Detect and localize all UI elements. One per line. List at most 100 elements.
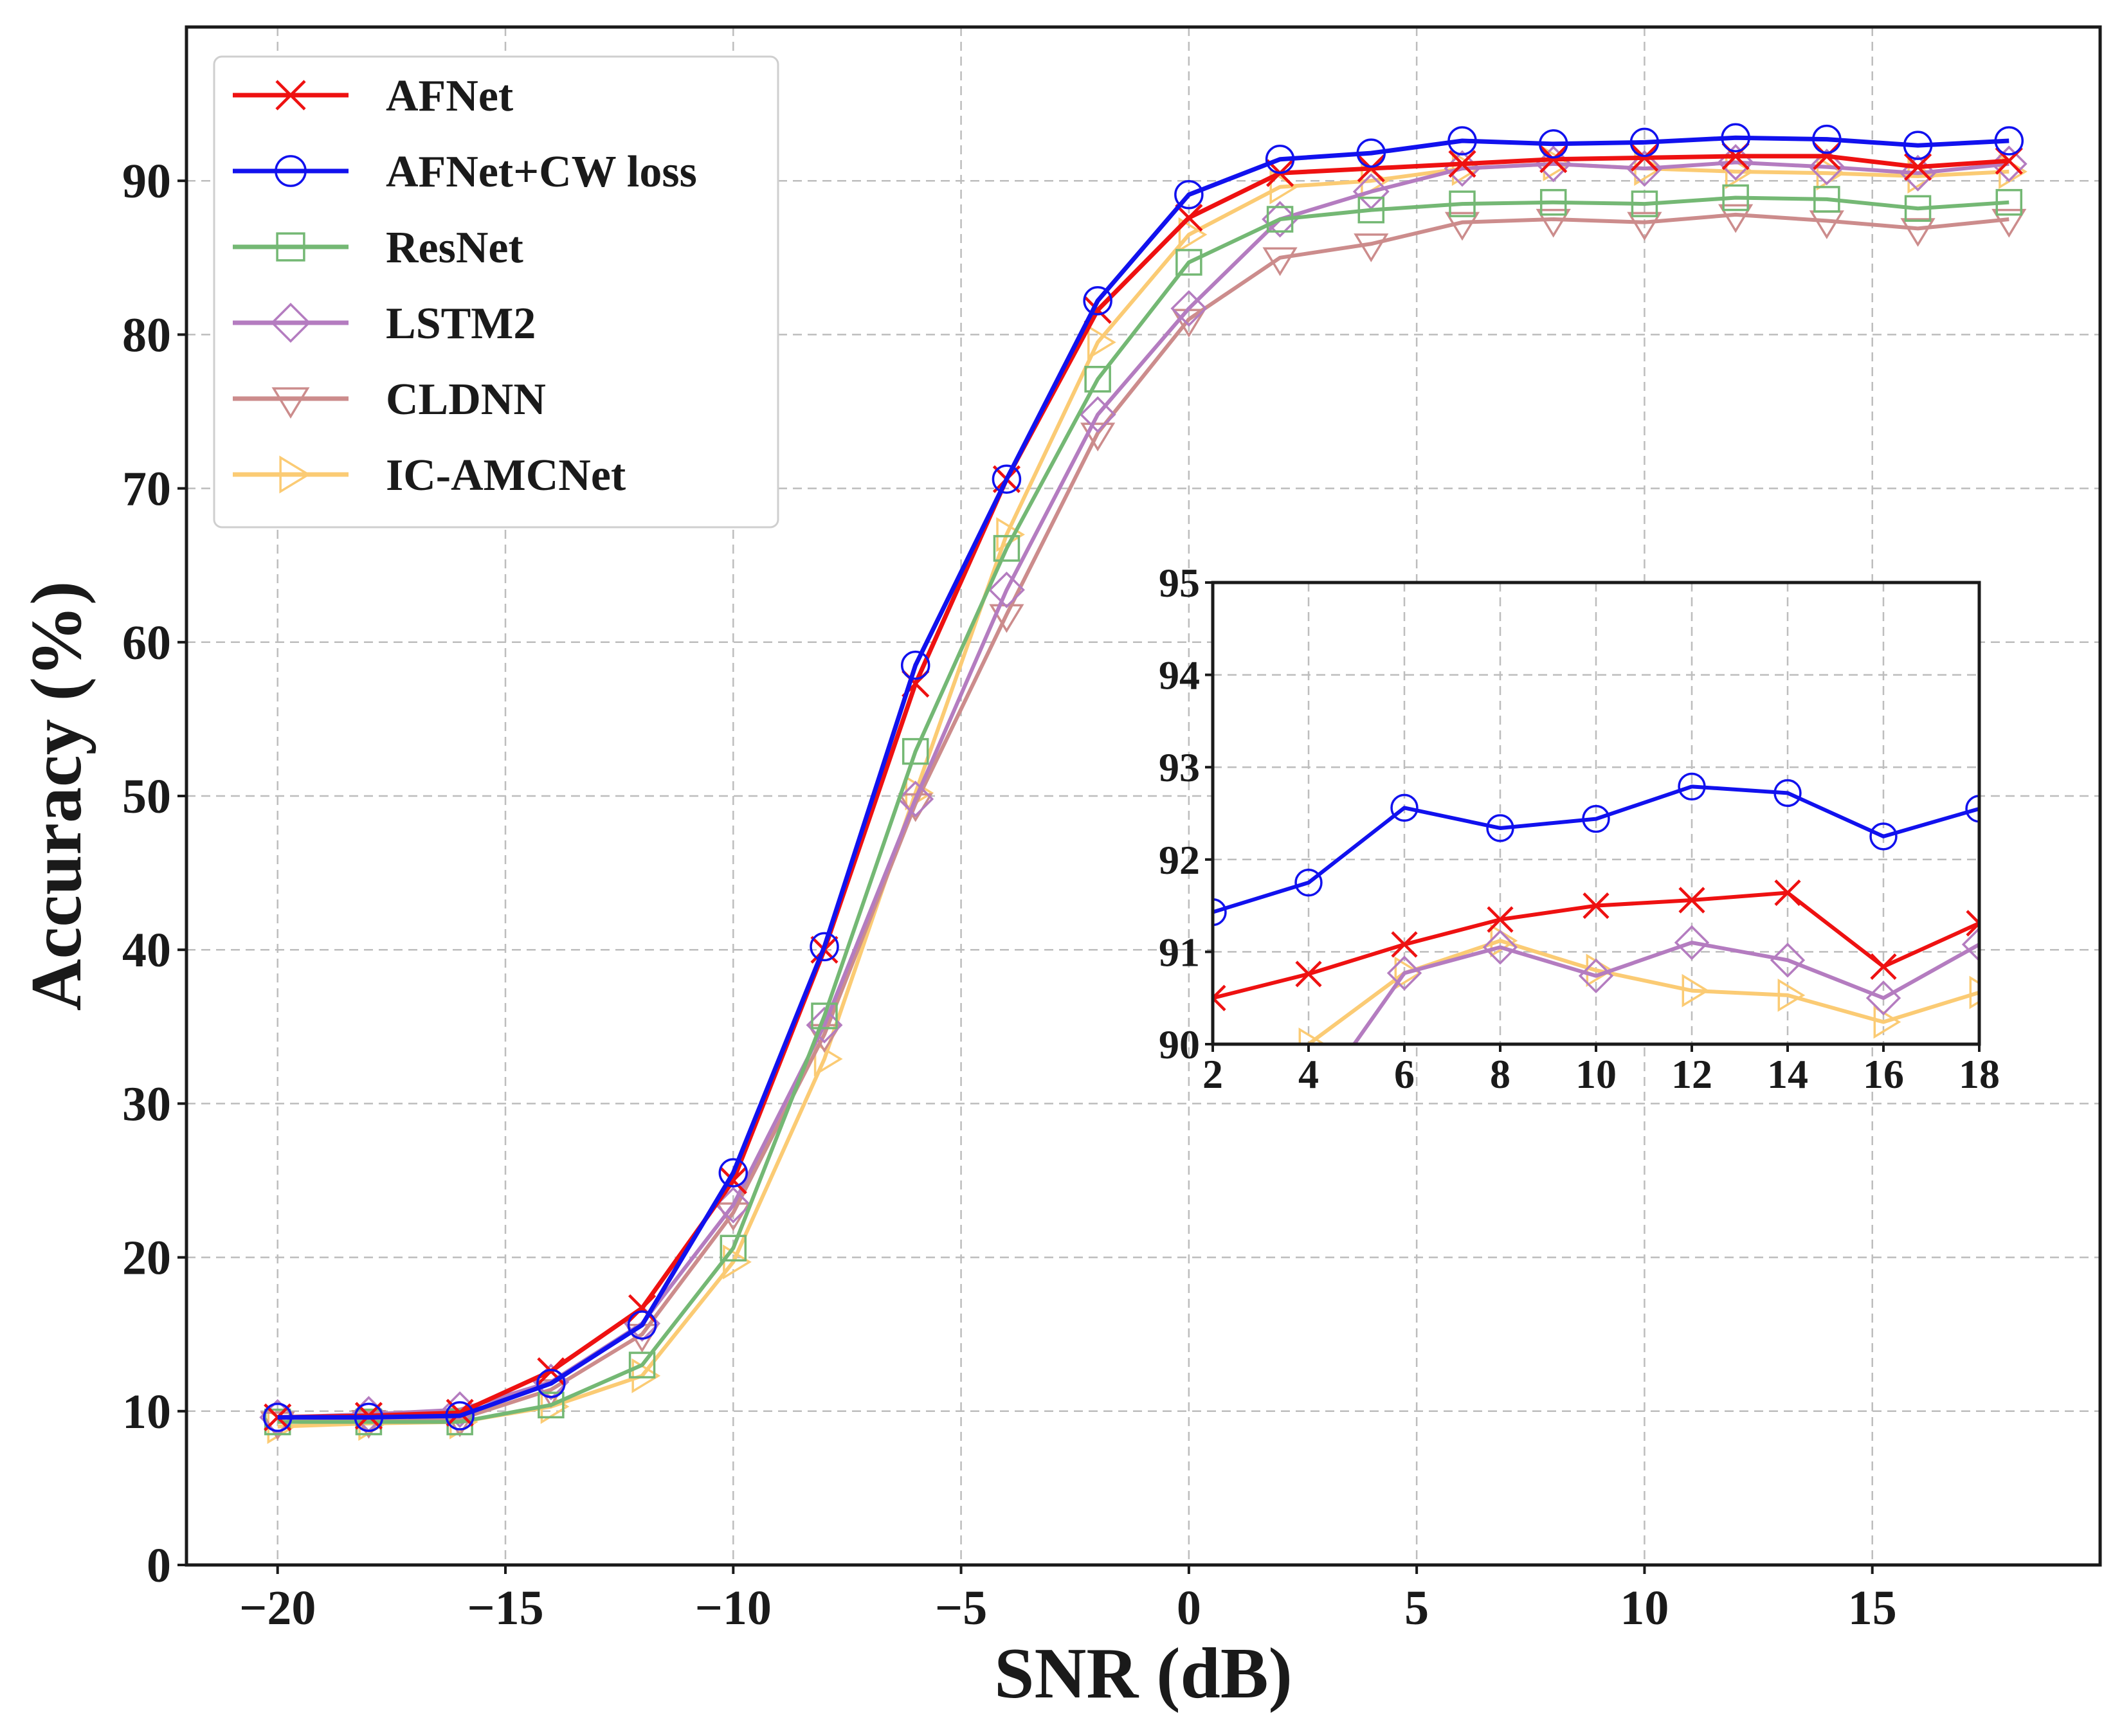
data-point-lstm2 [1808, 149, 1845, 186]
inset-x-tick-label: 12 [1671, 1051, 1712, 1097]
x-tick-label: 15 [1848, 1581, 1897, 1635]
legend-swatch-marker [275, 155, 307, 187]
data-point-afnet [628, 1294, 657, 1323]
data-point-afnet-cw-loss [718, 1158, 748, 1188]
data-point-resnet [1904, 195, 1932, 222]
inset-data-point-lstm2 [1770, 943, 1806, 978]
data-point-afnet-cw-loss [1903, 131, 1933, 160]
inset-data-point-afnet-cw-loss [1582, 804, 1610, 833]
x-tick-label: −20 [239, 1581, 316, 1635]
x-tick-label: 10 [1620, 1581, 1669, 1635]
legend-swatch-marker [275, 80, 306, 111]
inset-data-point-lstm2 [1961, 927, 1979, 963]
inset-x-tick-label: 18 [1959, 1051, 2000, 1097]
y-axis-title: Accuracy (%) [17, 581, 96, 1011]
inset-zoom-chart: 2 4 6 8 10 12 14 16 18 90 91 92 93 94 95 [1159, 560, 2000, 1097]
inset-data-point-afnet [1678, 887, 1705, 914]
data-point-resnet [993, 535, 1020, 562]
inset-series-line-ic-amcnet [1303, 939, 1979, 1044]
data-point-cldnn [1080, 422, 1116, 452]
y-tick-label: 20 [122, 1231, 171, 1285]
legend-swatch-marker [279, 455, 311, 494]
x-tick-label: −10 [695, 1581, 772, 1635]
data-point-resnet [1175, 249, 1202, 276]
inset-data-point-afnet-cw-loss [1773, 779, 1802, 808]
data-point-ic-amcnet [1178, 217, 1208, 253]
inset-data-point-ic-amcnet [1777, 978, 1806, 1012]
data-point-afnet-cw-loss [1083, 286, 1112, 316]
data-point-lstm2 [988, 571, 1025, 608]
legend-entry-cldnn: CLDNN [233, 375, 546, 424]
inset-data-point-lstm2 [1578, 958, 1614, 993]
data-point-lstm2 [1079, 396, 1116, 433]
data-point-cldnn [1627, 212, 1662, 241]
data-point-cldnn [1536, 208, 1571, 238]
data-point-resnet [1539, 188, 1567, 216]
inset-x-tick-label: 6 [1394, 1051, 1415, 1097]
x-tick-label: 0 [1177, 1581, 1201, 1635]
legend-label: ResNet [386, 223, 523, 273]
data-point-afnet-cw-loss [354, 1402, 384, 1433]
legend-swatch-marker [271, 387, 310, 419]
x-tick-label: −5 [935, 1581, 987, 1635]
inset-y-tick-label: 94 [1159, 653, 1200, 698]
data-point-ic-amcnet [813, 1041, 843, 1077]
inset-x-tick-label: 10 [1575, 1051, 1617, 1097]
inset-series [1213, 772, 1979, 1044]
legend-swatch-marker [270, 302, 311, 343]
data-point-resnet [1266, 206, 1294, 233]
inset-tick-labels: 2 4 6 8 10 12 14 16 18 90 91 92 93 94 95 [1159, 560, 2000, 1097]
legend-entry-ic-amcnet: IC-AMCNet [233, 451, 626, 500]
inset-x-tick-label: 8 [1490, 1051, 1510, 1097]
data-point-resnet [1813, 186, 1840, 213]
data-point-afnet-cw-loss [810, 932, 839, 962]
y-tick-label: 90 [122, 154, 171, 208]
inset-data-point-afnet-cw-loss [1869, 822, 1898, 851]
inset-data-point-afnet [1870, 953, 1897, 980]
main-series [259, 123, 2027, 1444]
inset-y-tick-label: 91 [1159, 929, 1200, 975]
inset-data-point-ic-amcnet [1394, 956, 1422, 990]
data-point-lstm2 [441, 1391, 478, 1428]
data-point-resnet [1449, 190, 1476, 217]
series-line-afnet [277, 154, 2009, 1420]
data-point-resnet [811, 1002, 838, 1029]
inset-data-point-afnet [1487, 906, 1514, 933]
data-point-cldnn [1354, 233, 1389, 262]
data-point-afnet [1903, 153, 1932, 181]
y-tick-label: 70 [122, 462, 171, 516]
legend-entry-afnet-cw-loss: AFNet+CW loss [233, 147, 697, 197]
inset-series-afnet [1213, 879, 1979, 1011]
legend-label: AFNet [386, 71, 513, 121]
inset-x-tick-label: 16 [1863, 1051, 1904, 1097]
data-point-resnet [1631, 190, 1658, 217]
data-point-resnet [1722, 184, 1749, 212]
data-point-afnet [1813, 142, 1841, 170]
data-point-afnet-cw-loss [1538, 129, 1568, 159]
series-line-resnet [277, 195, 2009, 1424]
data-point-afnet-cw-loss [1356, 138, 1386, 168]
data-point-afnet-cw-loss [1721, 123, 1750, 152]
inset-data-point-afnet-cw-loss [1486, 814, 1514, 842]
main-tick-labels: −20 −15 −10 −5 0 5 10 15 0 10 20 30 40 50 60 70 80 90 [122, 154, 1897, 1635]
inset-y-tick-label: 90 [1159, 1022, 1200, 1067]
data-point-afnet [1448, 150, 1476, 178]
data-point-ic-amcnet [631, 1358, 661, 1393]
data-point-afnet-cw-loss [627, 1310, 657, 1340]
data-point-resnet [1357, 196, 1385, 224]
data-point-afnet-cw-loss [900, 650, 930, 680]
y-tick-label: 50 [122, 770, 171, 824]
data-point-afnet-cw-loss [445, 1401, 475, 1431]
y-tick-label: 40 [122, 923, 171, 977]
inset-series-line-lstm2 [1352, 941, 1979, 1044]
inset-series-lstm2 [1352, 925, 1979, 1044]
data-point-afnet-cw-loss [1812, 124, 1842, 154]
data-point-lstm2 [1626, 150, 1663, 187]
y-tick-label: 0 [147, 1539, 171, 1593]
inset-y-tick-label: 92 [1159, 837, 1200, 883]
data-point-cldnn [1444, 212, 1480, 241]
inset-data-point-afnet [1391, 931, 1418, 958]
inset-y-tick-label: 93 [1159, 745, 1200, 790]
data-point-ic-amcnet [1269, 169, 1299, 204]
